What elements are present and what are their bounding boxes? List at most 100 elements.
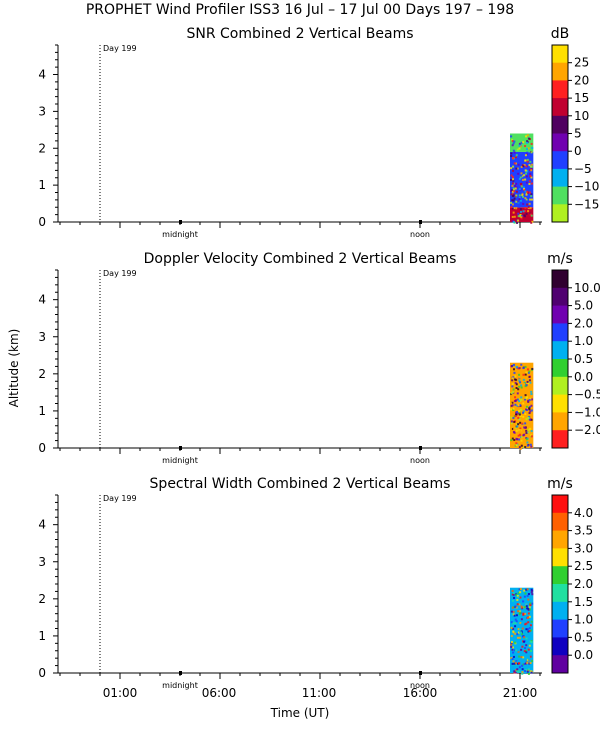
data-speckle [518,410,521,413]
data-speckle [526,594,529,597]
colorbar-unit: dB [551,26,570,42]
data-speckle [516,425,519,428]
data-speckle [528,150,531,153]
data-speckle [515,167,518,170]
data-speckle [521,195,524,198]
data-speckle [530,591,533,594]
data-speckle [519,199,522,202]
data-speckle [530,435,533,438]
data-speckle [525,165,528,168]
data-speckle [515,190,518,193]
data-speckle [526,663,529,666]
data-speckle [524,190,527,193]
data-speckle [527,656,530,659]
data-speckle [527,668,530,671]
data-speckle [519,143,522,146]
data-speckle [531,593,534,596]
data-speckle [522,210,525,213]
data-speckle [528,658,531,661]
data-speckle [522,663,525,666]
data-speckle [517,592,520,595]
data-speckle [526,203,529,206]
data-speckle [517,416,520,419]
data-speckle [524,413,527,416]
data-speckle [513,384,516,387]
data-speckle [527,428,530,431]
data-speckle [524,197,527,200]
colorbar-label: 20 [574,73,589,87]
data-speckle [512,592,515,595]
colorbar-segment [552,430,568,449]
data-speckle [510,439,513,442]
data-speckle [518,367,521,370]
data-speckle [528,662,531,665]
colorbar-segment [552,204,568,223]
data-speckle [524,672,527,675]
data-speckle [520,141,523,144]
data-speckle [530,641,533,644]
data-speckle [529,381,532,384]
data-speckle [514,625,517,628]
midnight-label: midnight [162,456,198,465]
data-speckle [514,618,517,621]
data-speckle [515,211,518,214]
y-tick-label: 3 [38,555,46,569]
data-speckle [527,371,530,374]
data-speckle [515,154,518,157]
data-speckle [519,628,522,631]
data-speckle [518,613,521,616]
data-speckle [511,657,514,660]
day-marker-label: Day 199 [103,494,137,503]
data-speckle [519,588,522,591]
data-speckle [511,220,514,223]
data-speckle [515,182,518,185]
data-speckle [524,446,527,449]
data-speckle [525,429,528,432]
data-speckle [519,136,522,139]
colorbar-label: −1.0 [574,405,600,419]
data-speckle [519,415,522,418]
data-speckle [520,396,523,399]
data-speckle [520,201,523,204]
data-speckle [525,172,528,175]
data-speckle [512,630,515,633]
data-speckle [518,438,521,441]
data-speckle [520,363,523,366]
data-speckle [516,633,519,636]
y-tick-label: 0 [38,215,46,229]
data-speckle [531,146,534,149]
data-speckle [525,175,528,178]
colorbar-label: 1.5 [574,595,593,609]
data-speckle [510,635,513,638]
x-tick-label: 11:00 [302,686,337,700]
colorbar-segment [552,566,568,585]
data-speckle [525,212,528,215]
data-speckle [528,636,531,639]
data-speckle [518,589,521,592]
data-speckle [512,627,515,630]
data-speckle [515,649,518,652]
data-speckle [526,170,529,173]
colorbar-segment [552,323,568,342]
data-speckle [511,646,514,649]
data-speckle [523,589,526,592]
data-speckle [517,423,520,426]
data-speckle [518,666,521,669]
data-speckle [529,608,532,611]
colorbar-segment [552,45,568,64]
data-speckle [512,142,515,145]
colorbar-label: −15 [574,197,599,211]
data-speckle [510,665,513,668]
data-speckle [515,413,518,416]
data-speckle [513,606,516,609]
data-speckle [524,169,527,172]
data-speckle [530,649,533,652]
data-speckle [522,367,525,370]
data-speckle [531,165,534,168]
data-speckle [522,165,525,168]
data-speckle [512,165,515,168]
data-speckle [515,411,518,414]
data-speckle [519,381,522,384]
data-speckle [519,447,522,450]
colorbar-label: 25 [574,56,589,70]
